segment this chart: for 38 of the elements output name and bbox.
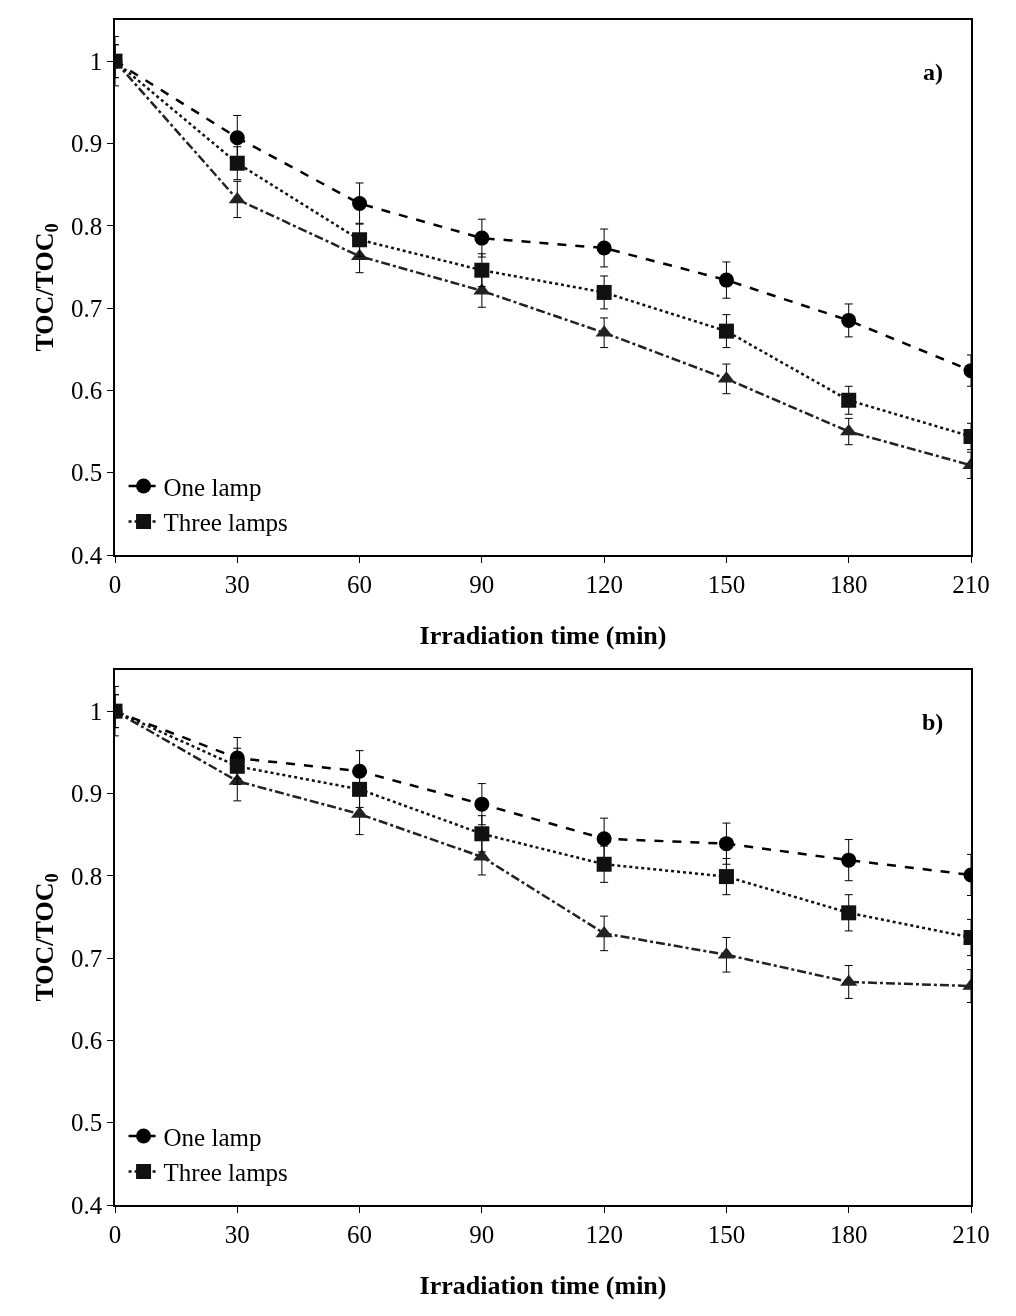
legend-label: One lamp <box>163 1123 262 1151</box>
x-tick-label: 150 <box>707 1220 746 1248</box>
legend-label: One lamp <box>163 473 262 501</box>
y-tick-label: 0.8 <box>71 862 103 890</box>
x-tick-label: 30 <box>224 570 250 598</box>
y-tick-label: 0.8 <box>71 212 103 240</box>
legend-label: Three lamps <box>163 509 288 537</box>
x-tick-label: 0 <box>108 570 122 598</box>
x-tick-label: 120 <box>585 570 623 598</box>
x-tick-label: 90 <box>469 570 495 598</box>
y-tick-label: 0.4 <box>71 1191 103 1219</box>
y-tick-label: 0.6 <box>71 1027 103 1055</box>
y-tick-label: 0.9 <box>71 780 103 808</box>
annotation: b) <box>922 709 944 735</box>
legend-label: Three lamps <box>163 1159 288 1187</box>
x-tick-label: 90 <box>469 1220 495 1248</box>
x-tick-label: 120 <box>585 1220 623 1248</box>
y-tick-label: 0.5 <box>71 459 103 487</box>
y-tick-label: 0.7 <box>71 944 103 972</box>
x-tick-label: 210 <box>952 1220 990 1248</box>
y-tick-label: 1 <box>89 697 103 725</box>
x-tick-label: 0 <box>108 1220 122 1248</box>
y-tick-label: 0.5 <box>71 1109 103 1137</box>
x-tick-label: 210 <box>952 570 990 598</box>
y-tick-label: 0.4 <box>71 541 103 569</box>
x-tick-label: 60 <box>347 570 373 598</box>
x-axis-title: Irradiation time (min) <box>419 620 667 650</box>
annotation: a) <box>923 59 943 85</box>
x-axis-title: Irradiation time (min) <box>419 1270 667 1300</box>
x-tick-label: 30 <box>224 1220 250 1248</box>
x-tick-label: 180 <box>829 1220 868 1248</box>
y-tick-label: 0.9 <box>71 130 103 158</box>
y-tick-label: 1 <box>89 47 103 75</box>
y-tick-label: 0.7 <box>71 294 103 322</box>
x-tick-label: 180 <box>829 570 868 598</box>
y-tick-label: 0.6 <box>71 377 103 405</box>
x-tick-label: 150 <box>707 570 746 598</box>
x-tick-label: 60 <box>347 1220 373 1248</box>
